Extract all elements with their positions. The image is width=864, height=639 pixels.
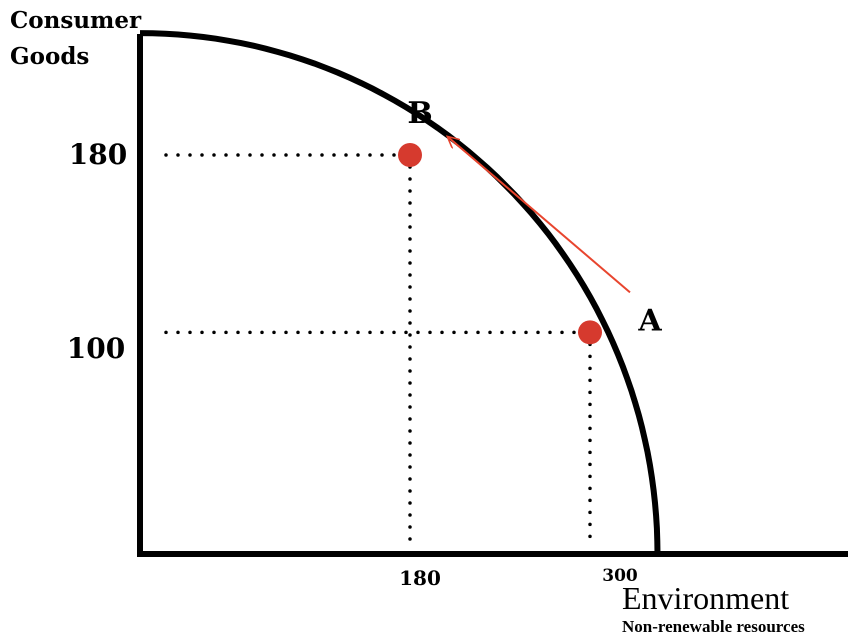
point-label-a: A [637, 303, 662, 338]
x-axis-subtitle: Non-renewable resources [622, 617, 805, 636]
x-axis-title: Environment [622, 580, 789, 616]
point-a [578, 320, 602, 345]
point-b [398, 143, 422, 167]
ppf-curve [139, 30, 661, 555]
point-label-b: B [407, 96, 432, 131]
y-tick-label-180: 180 [69, 138, 127, 171]
y-axis-title-line2: Goods [10, 43, 89, 70]
y-tick-label-100: 100 [67, 332, 125, 365]
movement-arrow [448, 137, 631, 294]
y-axis-title-line1: Consumer [10, 7, 142, 34]
x-tick-label-300: 300 [602, 566, 638, 586]
x-tick-label-180: 180 [399, 566, 441, 590]
